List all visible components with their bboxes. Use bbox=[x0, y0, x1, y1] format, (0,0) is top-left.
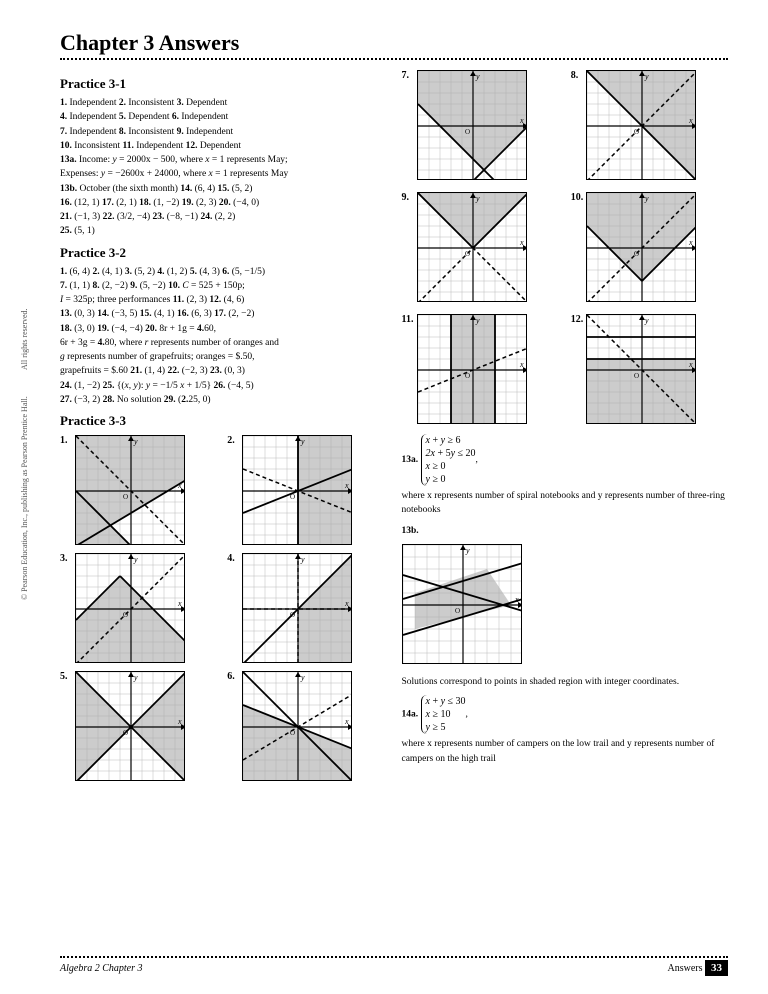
svg-text:O: O bbox=[123, 493, 128, 501]
svg-text:y: y bbox=[133, 673, 138, 682]
graph-item: 4. x y O bbox=[227, 553, 386, 663]
graph-plot: x y O bbox=[586, 70, 696, 180]
svg-text:y: y bbox=[133, 555, 138, 564]
graph-plot: x y O bbox=[75, 553, 185, 663]
graph-plot: x y O bbox=[417, 314, 527, 424]
graph-plot: x y O bbox=[586, 192, 696, 302]
svg-text:y: y bbox=[475, 72, 480, 81]
svg-text:y: y bbox=[644, 194, 649, 203]
graph-item: 11. x y O bbox=[402, 314, 559, 424]
svg-text:O: O bbox=[123, 729, 128, 737]
page-number: 33 bbox=[705, 960, 728, 976]
footer-right: Answers 33 bbox=[668, 962, 729, 974]
graph-number: 12. bbox=[571, 314, 584, 325]
graph-plot: x y O bbox=[75, 671, 185, 781]
svg-text:y: y bbox=[475, 316, 480, 325]
page-footer: Algebra 2 Chapter 3 Answers 33 bbox=[60, 956, 728, 974]
svg-text:y: y bbox=[644, 316, 649, 325]
chapter-title: Chapter 3 Answers bbox=[60, 30, 728, 60]
graph-plot: x y O bbox=[242, 435, 352, 545]
graph-number: 9. bbox=[402, 192, 414, 203]
graph-item: 1. x y O bbox=[60, 435, 219, 545]
svg-text:O: O bbox=[290, 729, 295, 737]
svg-text:y: y bbox=[133, 437, 138, 446]
graph-item: 3. x y O bbox=[60, 553, 219, 663]
svg-text:O: O bbox=[634, 128, 639, 136]
graph-number: 8. bbox=[571, 70, 583, 81]
practice-3-3-graphs: 1. x y O2. x y O3. bbox=[60, 435, 387, 781]
right-column: 7. x y O8. x y O9. bbox=[402, 70, 729, 781]
item-14a: 14a. x + y ≤ 30x ≥ 10y ≥ 5, where x repr… bbox=[402, 695, 729, 766]
svg-text:O: O bbox=[123, 611, 128, 619]
graph-number: 6. bbox=[227, 671, 239, 682]
svg-text:x: x bbox=[177, 717, 182, 726]
graph-plot: x y O bbox=[242, 671, 352, 781]
graph-item: 9. x y O bbox=[402, 192, 559, 302]
footer-left: Algebra 2 Chapter 3 bbox=[60, 963, 143, 974]
graph-number: 10. bbox=[571, 192, 584, 203]
svg-text:y: y bbox=[644, 72, 649, 81]
svg-text:x: x bbox=[688, 116, 693, 125]
svg-text:x: x bbox=[514, 595, 519, 604]
graph-number: 4. bbox=[227, 553, 239, 564]
svg-text:y: y bbox=[465, 546, 470, 555]
graph-plot: x y O bbox=[417, 192, 527, 302]
item-13a: 13a. x + y ≥ 62x + 5y ≤ 20x ≥ 0y ≥ 0, wh… bbox=[402, 434, 729, 518]
svg-text:y: y bbox=[300, 555, 305, 564]
practice-3-3-heading: Practice 3-3 bbox=[60, 413, 387, 429]
graph-item: 8. x y O bbox=[571, 70, 728, 180]
graph-number: 3. bbox=[60, 553, 72, 564]
svg-text:x: x bbox=[519, 116, 524, 125]
right-graphs: 7. x y O8. x y O9. bbox=[402, 70, 729, 424]
svg-text:x: x bbox=[519, 360, 524, 369]
graph-item: 5. x y O bbox=[60, 671, 219, 781]
graph-item: 6. x y O bbox=[227, 671, 386, 781]
practice-3-2-answers: 1. (6, 4) 2. (4, 1) 3. (5, 2) 4. (1, 2) … bbox=[60, 265, 387, 408]
graph-plot: x y O bbox=[417, 70, 527, 180]
left-column: Practice 3-1 1. Independent 2. Inconsist… bbox=[60, 70, 387, 781]
svg-text:O: O bbox=[465, 372, 470, 380]
graph-plot: x y O bbox=[75, 435, 185, 545]
graph-plot: x y O bbox=[586, 314, 696, 424]
graph-plot: x y O bbox=[402, 544, 522, 664]
svg-text:x: x bbox=[688, 238, 693, 247]
svg-text:y: y bbox=[300, 673, 305, 682]
graph-item: 7. x y O bbox=[402, 70, 559, 180]
graph-number: 2. bbox=[227, 435, 239, 446]
svg-text:x: x bbox=[519, 238, 524, 247]
practice-3-2-heading: Practice 3-2 bbox=[60, 245, 387, 261]
copyright-text: © Pearson Education, Inc., publishing as… bbox=[20, 396, 29, 600]
svg-text:x: x bbox=[344, 717, 349, 726]
svg-text:O: O bbox=[290, 611, 295, 619]
svg-text:x: x bbox=[344, 599, 349, 608]
svg-text:x: x bbox=[344, 481, 349, 490]
graph-number: 5. bbox=[60, 671, 72, 682]
graph-item: 12. x y O bbox=[571, 314, 728, 424]
svg-text:O: O bbox=[465, 250, 470, 258]
rights-text: All rights reserved. bbox=[20, 308, 29, 370]
practice-3-1-answers: 1. Independent 2. Inconsistent 3. Depend… bbox=[60, 96, 387, 239]
svg-text:x: x bbox=[688, 360, 693, 369]
graph-number: 1. bbox=[60, 435, 72, 446]
practice-3-1-heading: Practice 3-1 bbox=[60, 76, 387, 92]
svg-text:x: x bbox=[177, 599, 182, 608]
svg-text:O: O bbox=[465, 128, 470, 136]
svg-text:O: O bbox=[634, 250, 639, 258]
svg-text:O: O bbox=[634, 372, 639, 380]
graph-item: 2. x y O bbox=[227, 435, 386, 545]
svg-text:O: O bbox=[455, 607, 460, 615]
graph-plot: x y O bbox=[242, 553, 352, 663]
svg-text:x: x bbox=[177, 481, 182, 490]
graph-number: 11. bbox=[402, 314, 414, 325]
graph-number: 7. bbox=[402, 70, 414, 81]
item-13b: 13b. x y O Solutions correspond to point… bbox=[402, 524, 729, 690]
graph-item: 10. x y O bbox=[571, 192, 728, 302]
svg-text:y: y bbox=[300, 437, 305, 446]
svg-text:O: O bbox=[290, 493, 295, 501]
svg-text:y: y bbox=[475, 194, 480, 203]
